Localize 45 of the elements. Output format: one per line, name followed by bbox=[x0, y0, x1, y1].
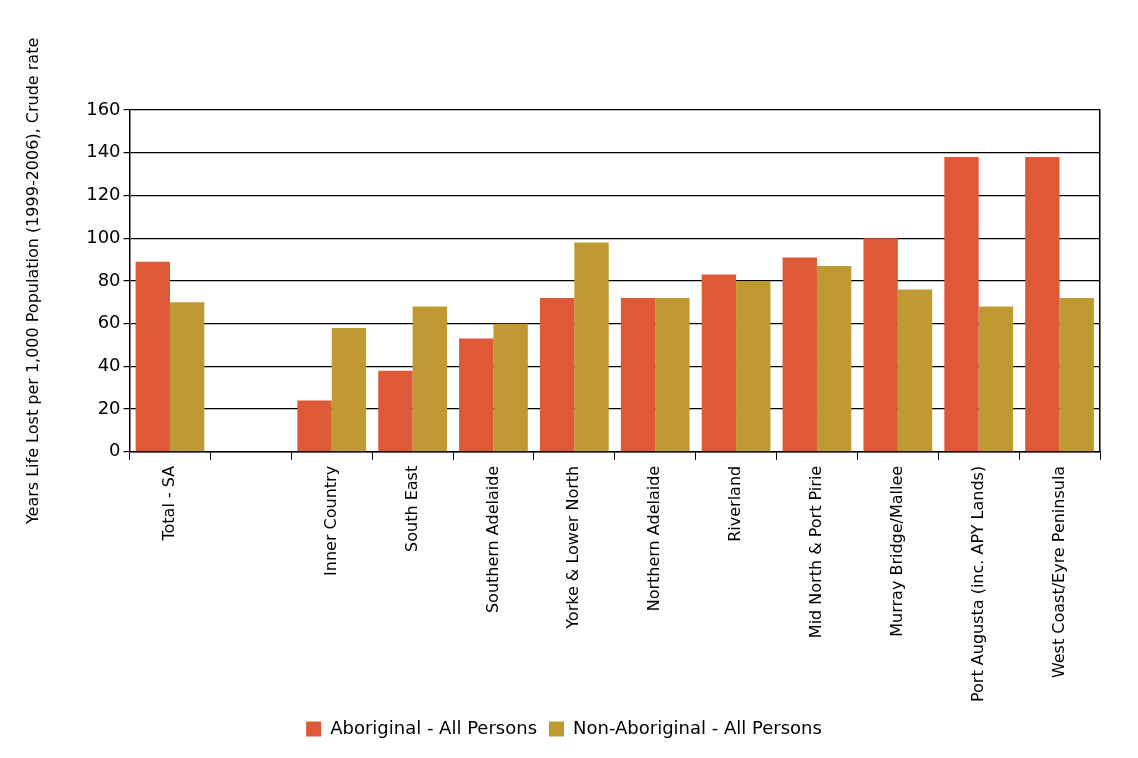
bar bbox=[978, 306, 1014, 452]
bar bbox=[412, 306, 447, 452]
bar bbox=[897, 289, 933, 452]
y-tick-label: 60 bbox=[97, 311, 121, 333]
bar bbox=[297, 400, 332, 452]
bar bbox=[944, 157, 979, 452]
y-tick-label: 0 bbox=[109, 439, 121, 461]
bar bbox=[863, 238, 898, 452]
bar bbox=[1025, 157, 1060, 452]
y-tick-label: 120 bbox=[86, 183, 121, 205]
bar bbox=[574, 242, 609, 452]
x-tick-label: Inner Country bbox=[320, 465, 340, 576]
y-tick-label: 160 bbox=[86, 97, 121, 119]
y-tick-label: 20 bbox=[97, 396, 121, 418]
bar bbox=[736, 280, 771, 452]
bar bbox=[782, 257, 817, 452]
x-tick-label: Southern Adelaide bbox=[482, 465, 502, 614]
y-tick-label: 100 bbox=[86, 225, 121, 247]
legend-label: Aboriginal - All Persons bbox=[330, 716, 538, 738]
x-tick-label: Mid North & Port Pirie bbox=[806, 465, 826, 639]
bar bbox=[620, 298, 656, 452]
x-tick-label: Yorke & Lower North bbox=[563, 465, 583, 630]
bar bbox=[493, 323, 528, 452]
y-tick-label: 80 bbox=[97, 268, 121, 290]
y-tick-label: 140 bbox=[86, 140, 121, 162]
bar bbox=[701, 274, 737, 452]
x-tick-label: Murray Bridge/Mallee bbox=[886, 465, 906, 637]
bar bbox=[816, 265, 852, 452]
x-tick-label: West Coast/Eyre Peninsula bbox=[1048, 465, 1068, 679]
bar bbox=[169, 302, 205, 452]
y-axis-title: Years Life Lost per 1,000 Population (1999-2006), Crude rate bbox=[22, 37, 42, 526]
bar bbox=[655, 298, 690, 452]
x-tick-label: Total - SA bbox=[159, 465, 179, 542]
bar bbox=[135, 261, 170, 452]
x-tick-label: South East bbox=[401, 465, 421, 552]
bar bbox=[331, 327, 367, 452]
bar bbox=[378, 370, 413, 452]
bar bbox=[539, 298, 575, 452]
bar bbox=[459, 338, 494, 452]
bar bbox=[1059, 298, 1094, 452]
x-tick-label: Northern Adelaide bbox=[644, 465, 664, 612]
x-tick-label: Port Augusta (inc. APY Lands) bbox=[967, 465, 987, 703]
y-tick-label: 40 bbox=[97, 354, 121, 376]
x-tick-label: Riverland bbox=[725, 465, 745, 542]
legend-label: Non-Aboriginal - All Persons bbox=[573, 716, 822, 738]
